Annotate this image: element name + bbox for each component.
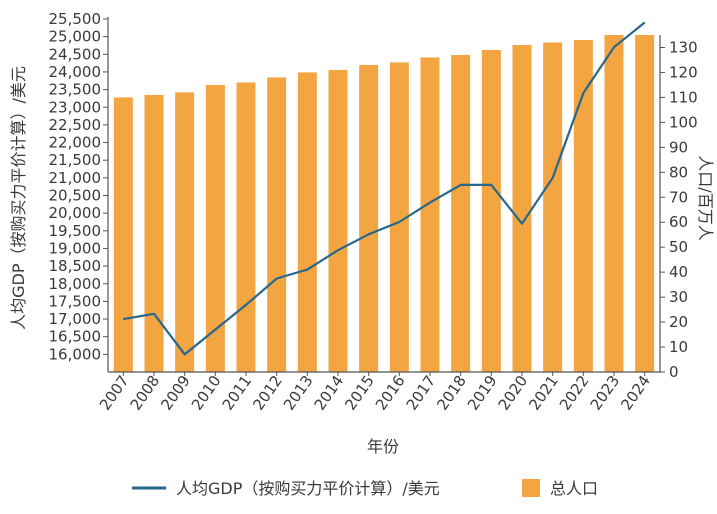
right-axis-ticks: 0 10 20 30 40 50 60 70 80 90 100 110 120 130 xyxy=(660,38,698,381)
left-tick-label: 20,500 xyxy=(49,187,102,205)
x-axis-ticks: 2007200820092010201120122013201420152016… xyxy=(96,372,654,414)
left-tick-label: 16,000 xyxy=(49,345,102,363)
legend: 人均GDP（按购买力平价计算）/美元 总人口 xyxy=(132,479,598,498)
bar-2020 xyxy=(512,45,531,372)
left-tick-label: 25,000 xyxy=(49,28,102,46)
right-tick-label: 120 xyxy=(669,63,698,81)
bar-2007 xyxy=(114,97,133,372)
bar-2013 xyxy=(298,72,317,372)
x-tick-label: 2019 xyxy=(464,372,501,414)
x-tick-label: 2015 xyxy=(341,372,378,414)
bar-2019 xyxy=(482,50,501,372)
left-tick-label: 21,000 xyxy=(49,169,102,187)
x-tick-label: 2024 xyxy=(617,372,654,414)
x-tick-label: 2008 xyxy=(127,372,164,414)
left-tick-label: 22,500 xyxy=(49,116,102,134)
right-tick-label: 130 xyxy=(669,38,698,56)
gdp-line xyxy=(123,23,644,355)
left-tick-label: 25,500 xyxy=(49,10,102,28)
x-tick-label: 2023 xyxy=(587,372,624,414)
x-tick-label: 2009 xyxy=(157,372,194,414)
x-tick-label: 2007 xyxy=(96,372,133,414)
right-tick-label: 50 xyxy=(669,238,688,256)
bar-2009 xyxy=(175,92,194,372)
right-tick-label: 10 xyxy=(669,338,688,356)
right-tick-label: 110 xyxy=(669,88,698,106)
bar-2015 xyxy=(359,65,378,372)
legend-bar-label: 总人口 xyxy=(550,479,598,498)
bar-2024 xyxy=(635,35,654,372)
line-series xyxy=(123,22,645,354)
left-axis-title: 人均GDP（按购买力平价计算）/美元 xyxy=(9,66,28,330)
left-tick-label: 21,500 xyxy=(49,151,102,169)
legend-line-label: 人均GDP（按购买力平价计算）/美元 xyxy=(176,479,440,498)
left-tick-label: 24,500 xyxy=(49,45,102,63)
x-tick-label: 2011 xyxy=(219,372,256,414)
bar-2014 xyxy=(328,70,347,372)
left-tick-label: 19,500 xyxy=(49,222,102,240)
left-tick-label: 19,000 xyxy=(49,239,102,257)
legend-bar-swatch xyxy=(522,479,540,497)
right-tick-label: 0 xyxy=(669,363,679,381)
left-tick-label: 23,000 xyxy=(49,98,102,116)
bar-series xyxy=(114,35,654,372)
bar-2018 xyxy=(451,55,470,372)
left-tick-label: 17,500 xyxy=(49,292,102,310)
right-axis-title: 人口/百万人 xyxy=(696,155,715,240)
right-tick-label: 30 xyxy=(669,288,688,306)
x-tick-label: 2020 xyxy=(495,372,532,414)
left-tick-label: 22,000 xyxy=(49,134,102,152)
bar-2023 xyxy=(604,35,623,372)
x-tick-label: 2017 xyxy=(403,372,440,414)
bar-2022 xyxy=(574,40,593,372)
left-tick-label: 17,000 xyxy=(49,310,102,328)
right-tick-label: 60 xyxy=(669,213,688,231)
left-axis-ticks: 16,00016,50017,00017,50018,00018,50019,0… xyxy=(49,10,109,363)
right-tick-label: 20 xyxy=(669,313,688,331)
x-tick-label: 2018 xyxy=(433,372,470,414)
bar-2008 xyxy=(144,95,163,372)
left-tick-label: 18,000 xyxy=(49,275,102,293)
bar-2012 xyxy=(267,77,286,372)
left-tick-label: 16,500 xyxy=(49,328,102,346)
right-tick-label: 80 xyxy=(669,163,688,181)
x-tick-label: 2014 xyxy=(311,372,348,414)
x-axis-title: 年份 xyxy=(367,437,399,456)
x-tick-label: 2013 xyxy=(280,372,317,414)
right-tick-label: 70 xyxy=(669,188,688,206)
bar-2021 xyxy=(543,42,562,372)
left-tick-label: 23,500 xyxy=(49,81,102,99)
x-tick-label: 2022 xyxy=(556,372,593,414)
right-tick-label: 90 xyxy=(669,138,688,156)
x-tick-label: 2012 xyxy=(249,372,286,414)
x-tick-label: 2021 xyxy=(525,372,562,414)
x-tick-label: 2010 xyxy=(188,372,225,414)
right-tick-label: 100 xyxy=(669,113,698,131)
bar-2011 xyxy=(236,82,255,372)
right-tick-label: 40 xyxy=(669,263,688,281)
left-tick-label: 18,500 xyxy=(49,257,102,275)
x-tick-label: 2016 xyxy=(372,372,409,414)
left-tick-label: 20,000 xyxy=(49,204,102,222)
left-tick-label: 24,000 xyxy=(49,63,102,81)
bar-2017 xyxy=(420,57,439,372)
